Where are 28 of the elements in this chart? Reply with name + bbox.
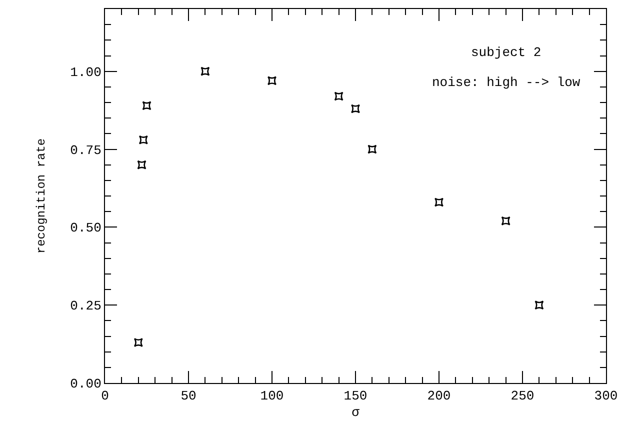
point: [138, 135, 148, 144]
x-tick-label: 150: [344, 388, 368, 404]
x-tick-label: 200: [427, 388, 451, 404]
point: [434, 198, 444, 207]
point: [268, 76, 276, 86]
point: [334, 92, 344, 101]
y-axis-title: recognition rate: [34, 138, 48, 254]
y-tick-label: 0.00: [70, 376, 102, 392]
annotation: subject 2: [471, 45, 542, 60]
x-tick-label: 100: [260, 388, 284, 404]
annotation: noise: high --> low: [432, 75, 580, 90]
y-tick-label: 0.75: [70, 142, 102, 158]
y-tick-label: 1.00: [70, 64, 102, 80]
x-tick-label: 50: [180, 388, 196, 404]
y-tick-label: 0.25: [70, 298, 102, 314]
x-axis-title: σ: [352, 405, 360, 420]
point: [137, 160, 146, 170]
point: [142, 101, 152, 110]
point: [534, 300, 544, 310]
x-tick-label: 250: [510, 388, 534, 404]
point: [134, 338, 143, 347]
y-tick-label: 0.50: [70, 220, 102, 236]
point: [351, 104, 360, 114]
point: [368, 144, 377, 154]
point: [200, 66, 210, 76]
x-tick-label: 0: [101, 388, 109, 404]
x-tick-label: 300: [594, 388, 618, 404]
point: [501, 216, 510, 226]
